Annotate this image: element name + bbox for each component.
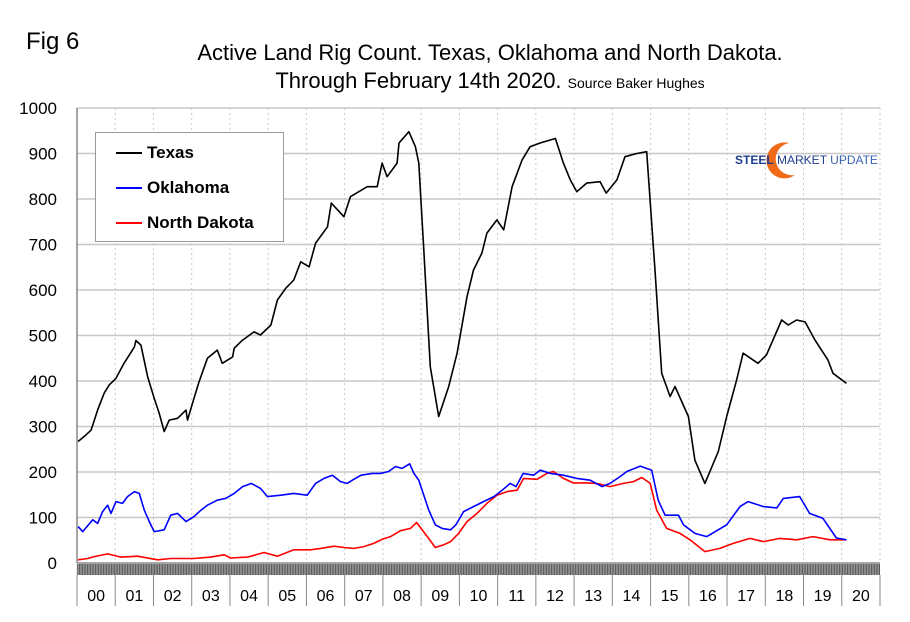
x-tick-label: 04 [240,588,258,605]
x-tick-label: 13 [584,588,602,605]
x-tick-label: 17 [737,588,755,605]
chart-subtitle: Through February 14th 2020. [275,68,562,93]
legend-label: Oklahoma [147,178,230,197]
chart-subtitle-line: Through February 14th 2020. Source Baker… [0,68,910,94]
logo-swoosh-icon [766,142,795,179]
x-tick-label: 02 [164,588,182,605]
x-tick-label: 11 [508,588,525,605]
x-tick-label: 20 [852,588,870,605]
y-tick-label: 600 [29,281,57,300]
series-line-texas [77,130,847,485]
logo-word: STEEL [735,153,774,167]
series-line-north-dakota [77,470,847,561]
x-tick-label: 00 [87,588,105,605]
chart-source: Source Baker Hughes [567,75,705,91]
legend-label: North Dakota [147,213,254,232]
x-tick-label: 05 [278,588,296,605]
x-tick-label: 06 [317,588,335,605]
legend-swatch [116,222,142,224]
logo-word: UPDATE [830,153,878,167]
x-tick-label: 14 [623,588,641,605]
x-tick-label: 01 [125,588,143,605]
legend-item-texas: Texas [116,143,194,163]
y-tick-label: 300 [29,418,57,437]
y-tick-label: 800 [29,190,57,209]
y-tick-label: 500 [29,327,57,346]
series-lines [77,130,847,561]
legend-item-north-dakota: North Dakota [116,213,254,233]
x-tick-label: 15 [661,588,679,605]
x-tick-label: 07 [355,588,373,605]
legend-label: Texas [147,143,194,162]
x-tick-label: 12 [546,588,564,605]
y-tick-label: 900 [29,145,57,164]
chart-title: Active Land Rig Count. Texas, Oklahoma a… [197,40,783,65]
y-tick-label: 400 [29,372,57,391]
y-tick-label: 1000 [19,99,57,118]
legend-swatch [116,152,142,154]
y-tick-label: 200 [29,463,57,482]
x-tick-label: 18 [776,588,794,605]
x-tick-label: 19 [814,588,832,605]
y-tick-label: 100 [29,509,57,528]
x-tick-label: 03 [202,588,220,605]
x-tick-label: 10 [470,588,488,605]
y-tick-label: 700 [29,236,57,255]
axes [76,108,881,606]
series-line-oklahoma [77,463,847,541]
x-tick-label: 16 [699,588,717,605]
legend-swatch [116,187,142,189]
figure-label: Fig 6 [26,28,80,55]
logo-word: MARKET [777,153,827,167]
y-tick-label: 0 [48,554,57,573]
x-tick-label: 08 [393,588,411,605]
x-tick-label: 09 [431,588,449,605]
legend-item-oklahoma: Oklahoma [116,178,229,198]
steel-market-update-logo: STEEL MARKET UPDATE [735,141,878,181]
legend: Texas Oklahoma North Dakota [95,132,284,242]
tick-labels: 0 100 200 300 400 500 600 700 800 900 1000 00 01 02 03… [19,99,870,605]
